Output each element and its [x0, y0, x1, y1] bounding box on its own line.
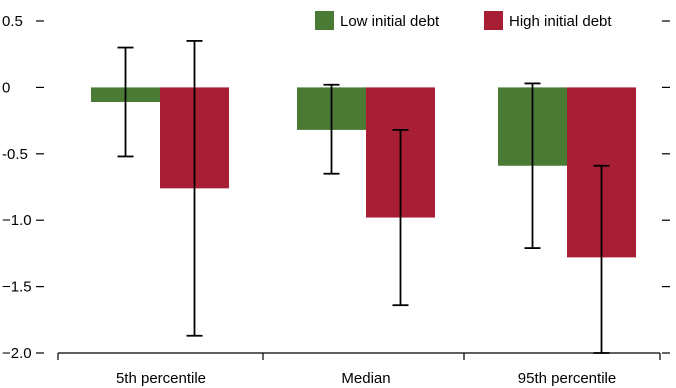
y-tick-label: −2.0 [2, 345, 32, 362]
legend-label-low: Low initial debt [340, 13, 440, 30]
y-axis-right [662, 20, 670, 354]
error-bars [117, 40, 610, 354]
y-tick-label: −1.0 [2, 212, 32, 229]
y-tick-label: 0 [2, 79, 10, 96]
x-category-label: Median [341, 370, 390, 387]
bars [91, 87, 636, 258]
x-category-label: 95th percentile [518, 370, 616, 387]
y-tick-label: -0.5 [2, 146, 28, 163]
legend-swatch-high [484, 11, 503, 30]
y-tick-label: 0.5 [2, 13, 23, 30]
y-axis-left: 0.5 0 -0.5 −1.0 −1.5 −2.0 [2, 13, 44, 362]
legend-swatch-low [315, 11, 334, 30]
y-tick-label: −1.5 [2, 279, 32, 296]
x-axis: 5th percentile Median 95th percentile [57, 352, 661, 387]
x-category-label: 5th percentile [116, 370, 206, 387]
legend-label-high: High initial debt [509, 13, 612, 30]
legend: Low initial debt High initial debt [315, 11, 612, 30]
